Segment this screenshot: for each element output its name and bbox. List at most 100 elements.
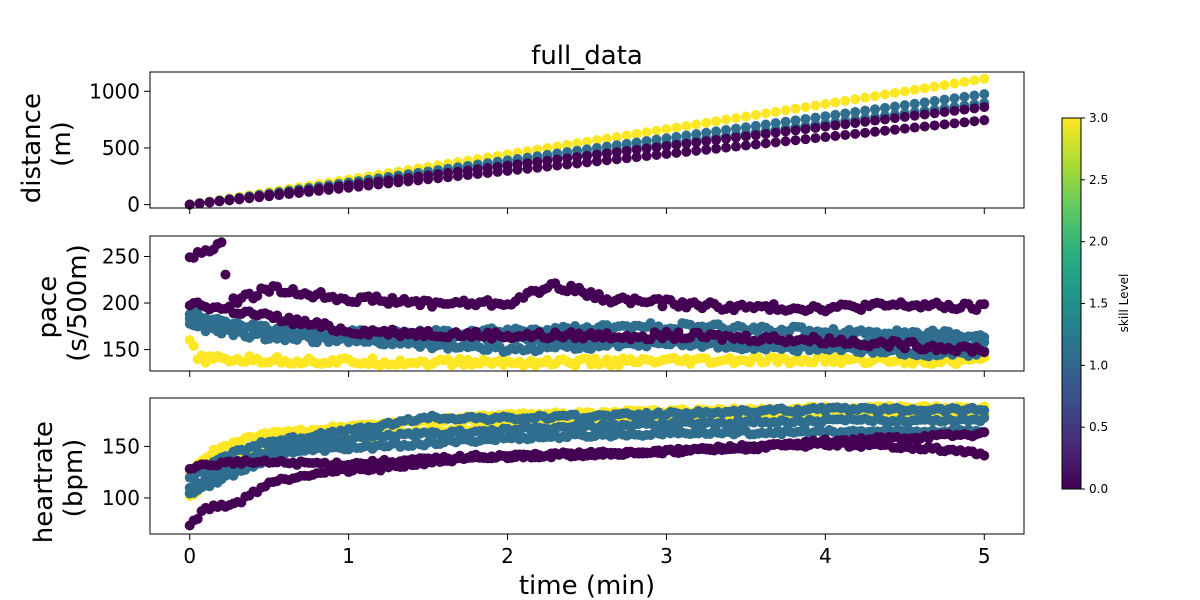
distance-data-point [899, 123, 910, 134]
distance-data-point [274, 190, 285, 201]
ylabel-distance-line2: (m) [47, 121, 77, 167]
distance-data-point [909, 110, 920, 121]
distance-data-point [244, 193, 255, 204]
distance-data-point [870, 115, 881, 126]
distance-data-point [949, 105, 960, 116]
distance-data-point [969, 75, 980, 86]
distance-data-point [750, 109, 761, 120]
distance-data-point [840, 129, 851, 140]
distance-data-point [621, 130, 632, 141]
ylabel-pace: pace (s/500m) [33, 244, 93, 362]
distance-data-point [681, 146, 692, 157]
distance-data-point [979, 89, 990, 100]
distance-data-point [582, 157, 592, 168]
distance-data-point [631, 152, 642, 163]
heartrate-data-point [979, 427, 990, 438]
distance-data-point [959, 76, 970, 87]
ylabel-pace-line1: pace [33, 276, 63, 339]
distance-data-point [949, 118, 960, 129]
distance-data-point [860, 127, 871, 138]
distance-ytick-label: 500 [102, 136, 140, 160]
distance-data-point [701, 117, 712, 128]
distance-data-point [899, 100, 910, 111]
distance-data-point [820, 132, 831, 143]
distance-data-point [780, 126, 791, 137]
distance-data-point [393, 177, 404, 188]
distance-data-point [979, 73, 990, 84]
distance-data-point [860, 105, 871, 116]
pace-ytick-label: 200 [102, 291, 140, 315]
chart-title: full_data [531, 41, 643, 71]
distance-data-point [293, 187, 304, 198]
distance-data-point [284, 189, 295, 200]
distance-data-point [532, 162, 543, 173]
heartrate-ytick-label: 150 [102, 434, 140, 458]
distance-data-point [313, 185, 324, 196]
distance-data-point [879, 102, 890, 113]
distance-data-point [879, 89, 890, 100]
colorbar-tick-label: 2.0 [1089, 235, 1108, 249]
distance-data-point [542, 142, 553, 153]
xtick-label: 0 [183, 544, 196, 568]
distance-data-point [979, 102, 990, 113]
distance-data-point [343, 182, 354, 193]
distance-data-point [363, 180, 374, 191]
distance-data-point [870, 91, 881, 102]
distance-data-point [830, 97, 841, 108]
pace-data-point [979, 337, 990, 348]
distance-data-point [939, 80, 950, 91]
ylabel-distance-line1: distance [17, 93, 47, 203]
distance-data-point [810, 133, 821, 144]
pace-ytick-label: 250 [102, 244, 140, 268]
distance-data-point [870, 104, 881, 115]
distance-data-point [641, 143, 652, 154]
distance-data-point [323, 184, 334, 195]
distance-data-point [830, 130, 841, 141]
colorbar-gradient [1062, 118, 1081, 489]
distance-data-point [919, 121, 930, 132]
distance-data-point [373, 179, 384, 190]
xtick-label: 2 [501, 544, 514, 568]
distance-data-point [542, 161, 553, 172]
distance-data-point [303, 186, 314, 197]
distance-data-point [353, 181, 364, 192]
distance-data-point [899, 86, 910, 97]
distance-data-point [661, 124, 672, 135]
distance-data-point [800, 113, 811, 124]
distance-data-point [740, 111, 751, 122]
distance-data-point [889, 101, 900, 112]
colorbar-tick-label: 0.0 [1089, 482, 1108, 496]
distance-data-point [621, 145, 632, 156]
distance-ytick-label: 0 [127, 193, 140, 217]
distance-data-point [572, 158, 583, 169]
distance-data-point [591, 156, 602, 167]
distance-data-point [959, 117, 970, 128]
distance-data-point [433, 173, 444, 184]
distance-data-point [601, 133, 612, 144]
distance-data-point [860, 116, 871, 127]
distance-data-point [254, 192, 265, 203]
distance-data-point [691, 137, 702, 148]
panel-distance-frame [149, 71, 1025, 209]
distance-data-point [641, 151, 652, 162]
distance-data-point [939, 107, 950, 118]
distance-data-point [442, 172, 453, 183]
distance-data-point [611, 131, 622, 142]
heartrate-ytick-label: 100 [102, 486, 140, 510]
distance-data-point [770, 127, 781, 138]
heartrate-data-point [979, 405, 990, 416]
distance-data-point [889, 87, 900, 98]
distance-data-point [850, 117, 861, 128]
colorbar-tick-label: 0.5 [1089, 420, 1108, 434]
colorbar: 0.0 0.5 1.0 1.5 2.0 2.5 3.0 skill Level [1061, 111, 1131, 496]
distance-data-point [850, 107, 861, 118]
distance-data-point [959, 91, 970, 102]
distance-data-point [631, 128, 642, 139]
heartrate-data-point [979, 412, 990, 423]
distance-data-point [413, 175, 424, 186]
distance-data-point [721, 142, 732, 153]
distance-data-point [760, 128, 771, 139]
distance-ytick-label: 1000 [89, 79, 140, 103]
distance-data-point [889, 124, 900, 135]
distance-data-point [979, 115, 990, 126]
